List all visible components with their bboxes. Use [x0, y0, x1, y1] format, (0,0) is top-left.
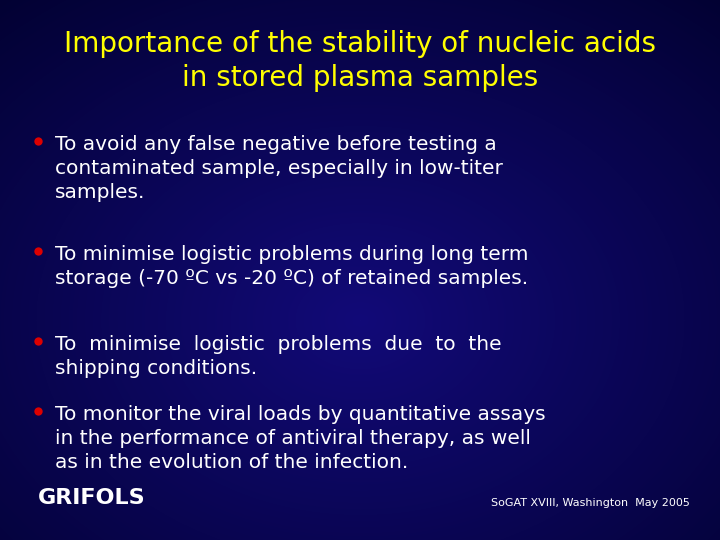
- Text: Importance of the stability of nucleic acids
in stored plasma samples: Importance of the stability of nucleic a…: [64, 30, 656, 91]
- Text: To  minimise  logistic  problems  due  to  the
shipping conditions.: To minimise logistic problems due to the…: [55, 335, 502, 378]
- Text: To minimise logistic problems during long term
storage (-70 ºC vs -20 ºC) of ret: To minimise logistic problems during lon…: [55, 245, 528, 288]
- Text: To avoid any false negative before testing a
contaminated sample, especially in : To avoid any false negative before testi…: [55, 135, 503, 202]
- Text: GRIFOLS: GRIFOLS: [38, 488, 145, 508]
- Text: To monitor the viral loads by quantitative assays
in the performance of antivira: To monitor the viral loads by quantitati…: [55, 405, 546, 472]
- Text: SoGAT XVIII, Washington  May 2005: SoGAT XVIII, Washington May 2005: [491, 498, 690, 508]
